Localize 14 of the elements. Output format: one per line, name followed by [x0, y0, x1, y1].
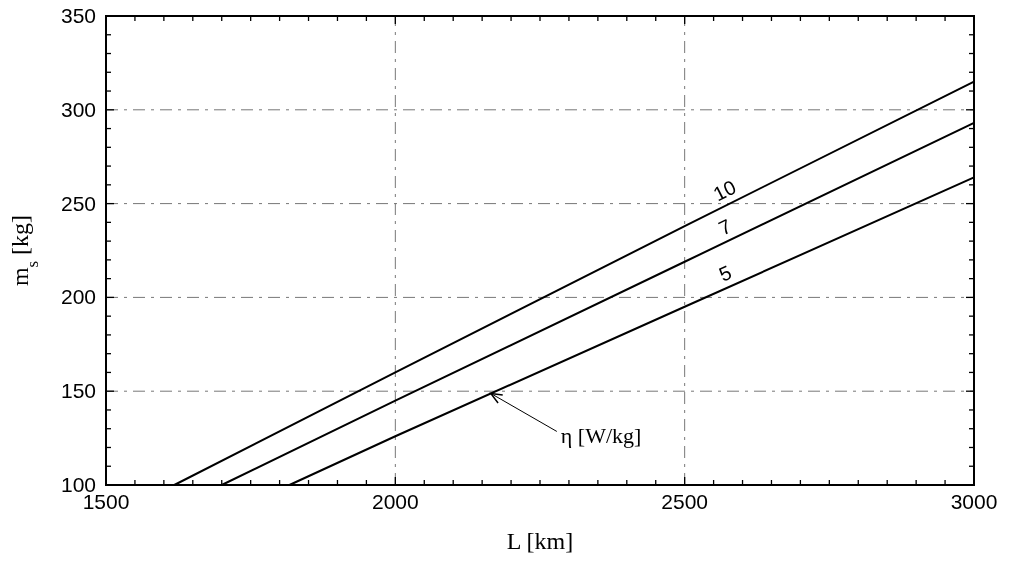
y-tick-label: 100 — [60, 473, 96, 496]
x-tick-label: 2500 — [661, 490, 709, 513]
y-tick-label: 150 — [60, 379, 96, 403]
annotation: η [W/kg] — [560, 423, 642, 449]
text: 5 — [715, 260, 735, 286]
text: 7 — [715, 214, 735, 240]
x-tick-label: 2000 — [371, 490, 419, 513]
text: 10 — [709, 175, 740, 206]
x-axis-title: L [km] — [506, 528, 574, 554]
y-tick-label: 300 — [60, 97, 96, 121]
y-tick-label: 350 — [60, 4, 96, 27]
x-tick-label: 3000 — [950, 490, 998, 513]
y-tick-label: 200 — [60, 285, 96, 309]
y-tick-label: 250 — [60, 191, 96, 215]
